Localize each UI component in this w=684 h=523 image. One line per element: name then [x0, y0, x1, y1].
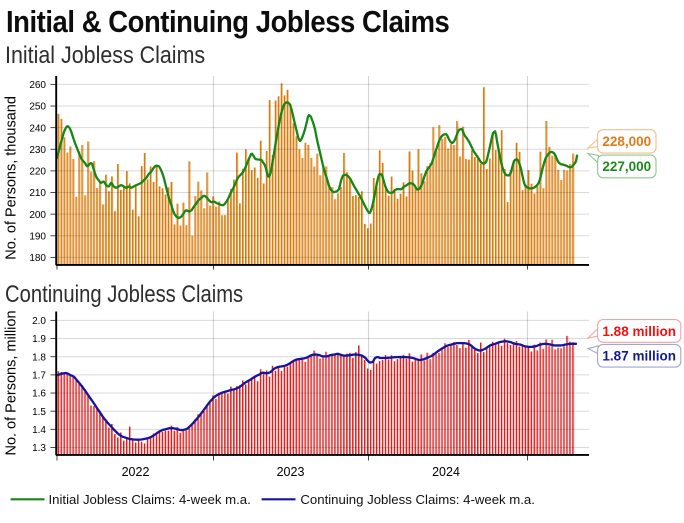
svg-text:2024: 2024: [432, 465, 460, 479]
svg-text:1.7: 1.7: [32, 370, 46, 381]
svg-text:2.0: 2.0: [32, 316, 46, 327]
svg-text:260: 260: [29, 80, 46, 91]
svg-text:1.3: 1.3: [32, 443, 46, 454]
svg-text:1.4: 1.4: [32, 425, 46, 436]
svg-text:200: 200: [29, 210, 46, 221]
svg-text:2022: 2022: [122, 465, 150, 479]
svg-text:1.9: 1.9: [32, 334, 46, 345]
svg-text:180: 180: [29, 253, 46, 264]
svg-text:No. of Persons, million: No. of Persons, million: [4, 310, 20, 455]
svg-text:210: 210: [29, 188, 46, 199]
svg-text:240: 240: [29, 123, 46, 134]
svg-text:1.5: 1.5: [32, 407, 46, 418]
svg-text:220: 220: [29, 167, 46, 178]
svg-text:1.8: 1.8: [32, 352, 46, 363]
svg-text:230: 230: [29, 145, 46, 156]
svg-text:Initial Jobless Claims: 4-week: Initial Jobless Claims: 4-week m.a.: [49, 492, 251, 507]
svg-text:No. of Persons, thousand: No. of Persons, thousand: [4, 96, 20, 260]
svg-text:1.6: 1.6: [32, 389, 46, 400]
svg-text:1.87 million: 1.87 million: [602, 349, 676, 364]
svg-text:250: 250: [29, 102, 46, 113]
svg-text:190: 190: [29, 231, 46, 242]
svg-text:1.88 million: 1.88 million: [602, 324, 676, 339]
svg-text:228,000: 228,000: [602, 134, 651, 149]
svg-text:Continuing Jobless Claims: 4-w: Continuing Jobless Claims: 4-week m.a.: [300, 492, 535, 507]
svg-text:2023: 2023: [277, 465, 305, 479]
svg-text:227,000: 227,000: [602, 159, 651, 174]
